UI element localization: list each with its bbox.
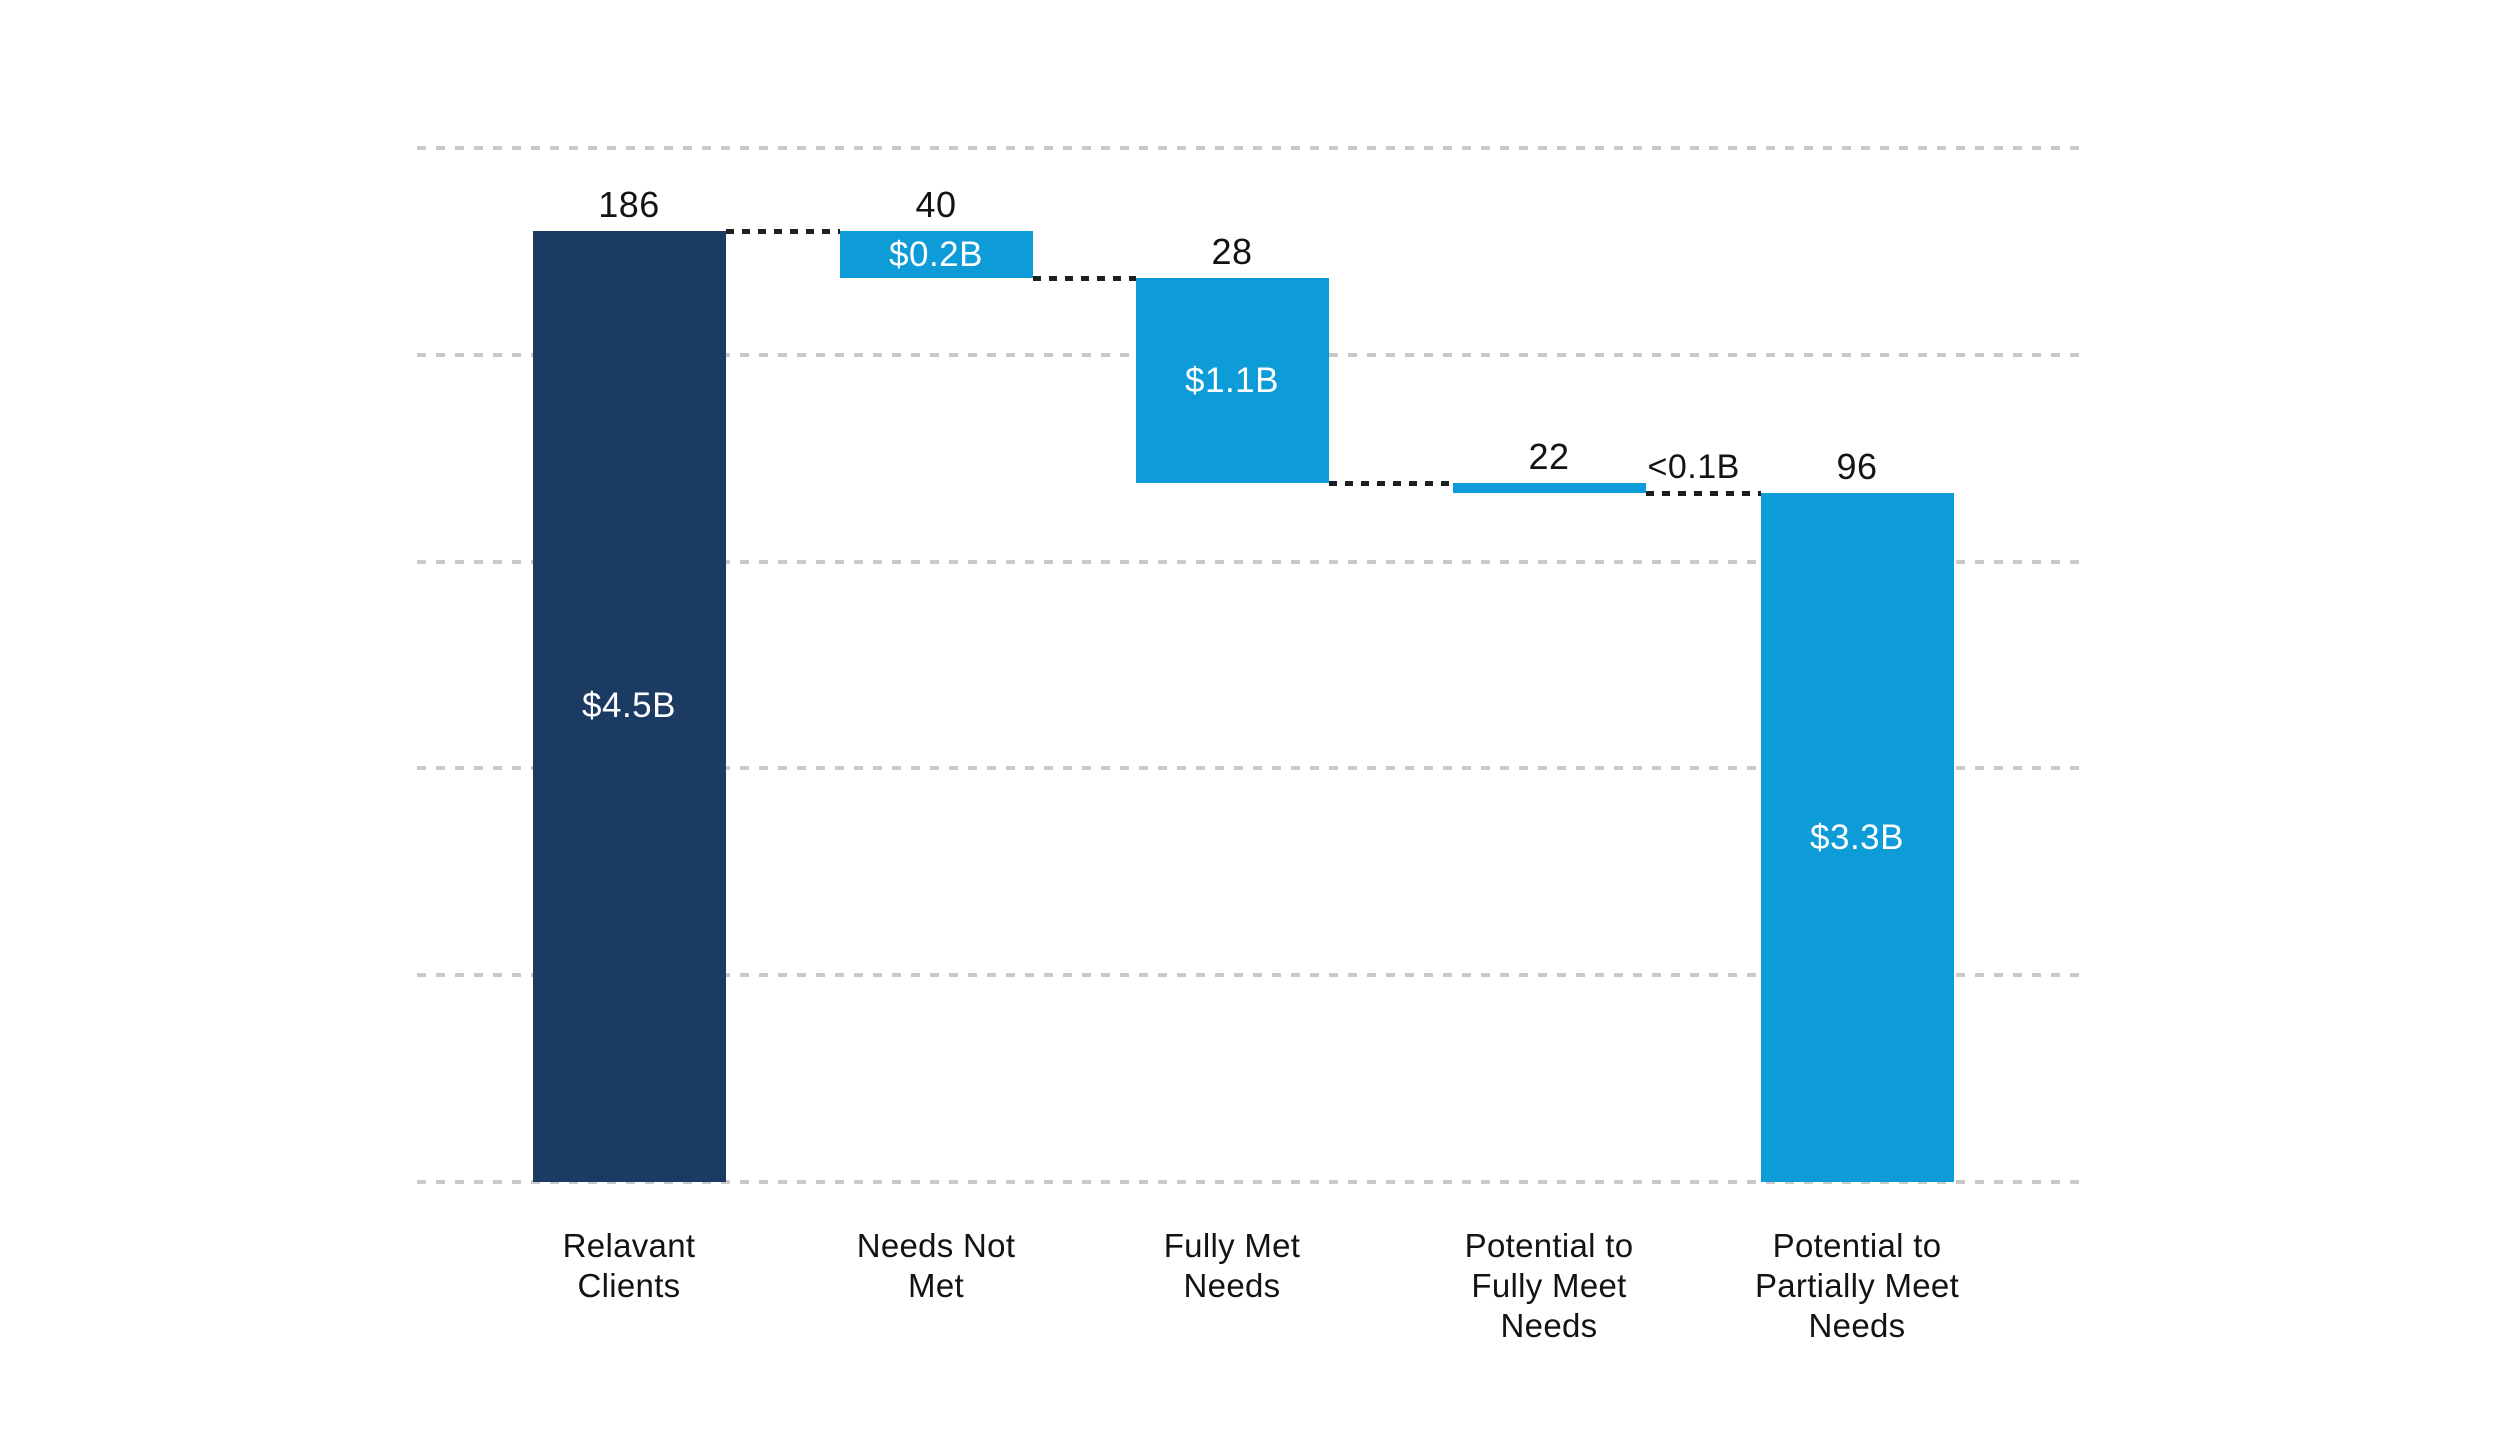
amount-label-potential-to-fully-meet-needs: <0.1B bbox=[1647, 448, 1740, 487]
connector-line bbox=[1032, 276, 1136, 282]
connector-line bbox=[1645, 491, 1761, 497]
amount-label-fully-met-needs: $1.1B bbox=[1185, 360, 1279, 400]
category-label-line: Needs bbox=[1500, 1307, 1598, 1344]
category-label-potential-to-fully-meet-needs: Potential to Fully Meet Needs bbox=[1329, 1226, 1769, 1346]
gridline bbox=[417, 973, 2080, 978]
category-label-line: Fully Met bbox=[1163, 1227, 1301, 1264]
count-label-potential-to-fully-meet-needs: 22 bbox=[1528, 436, 1570, 478]
category-label-line: Partially Meet bbox=[1754, 1267, 1960, 1304]
category-label-line: Potential to bbox=[1772, 1227, 1942, 1264]
gridline bbox=[417, 146, 2080, 150]
category-label-line: Needs bbox=[1183, 1267, 1281, 1304]
category-label-line: Potential to bbox=[1464, 1227, 1634, 1264]
amount-label-potential-to-partially-meet-needs: $3.3B bbox=[1810, 817, 1904, 857]
count-label-fully-met-needs: 28 bbox=[1211, 231, 1253, 273]
category-label-fully-met-needs: Fully Met Needs bbox=[1012, 1226, 1452, 1306]
bar-potential-to-fully-meet-needs bbox=[1452, 483, 1646, 494]
category-label-needs-not-met: Needs Not Met bbox=[716, 1226, 1156, 1306]
bar-fully-met-needs bbox=[1135, 278, 1329, 483]
bar-relavant-clients bbox=[532, 230, 726, 1182]
count-label-relavant-clients: 186 bbox=[598, 183, 660, 225]
category-label-line: Needs bbox=[1808, 1307, 1906, 1344]
count-label-needs-not-met: 40 bbox=[915, 183, 957, 225]
category-label-line: Met bbox=[908, 1267, 964, 1304]
gridline bbox=[417, 559, 2080, 564]
bar-needs-not-met bbox=[839, 230, 1033, 279]
gridline bbox=[417, 1180, 2080, 1184]
category-label-line: Needs Not bbox=[856, 1227, 1016, 1264]
category-label-line: Relavant bbox=[562, 1227, 696, 1264]
category-label-line: Fully Meet bbox=[1471, 1267, 1627, 1304]
amount-label-needs-not-met: $0.2B bbox=[889, 234, 983, 274]
count-label-potential-to-partially-meet-needs: 96 bbox=[1836, 446, 1878, 488]
category-label-potential-to-partially-meet-needs: Potential to Partially Meet Needs bbox=[1637, 1226, 2077, 1346]
category-label-line: Clients bbox=[577, 1267, 681, 1304]
amount-label-relavant-clients: $4.5B bbox=[582, 686, 676, 726]
category-label-relavant-clients: Relavant Clients bbox=[409, 1226, 849, 1306]
bar-potential-to-partially-meet-needs bbox=[1760, 493, 1954, 1182]
connector-line bbox=[1328, 481, 1453, 487]
connector-line bbox=[725, 228, 840, 234]
gridline bbox=[417, 766, 2080, 771]
